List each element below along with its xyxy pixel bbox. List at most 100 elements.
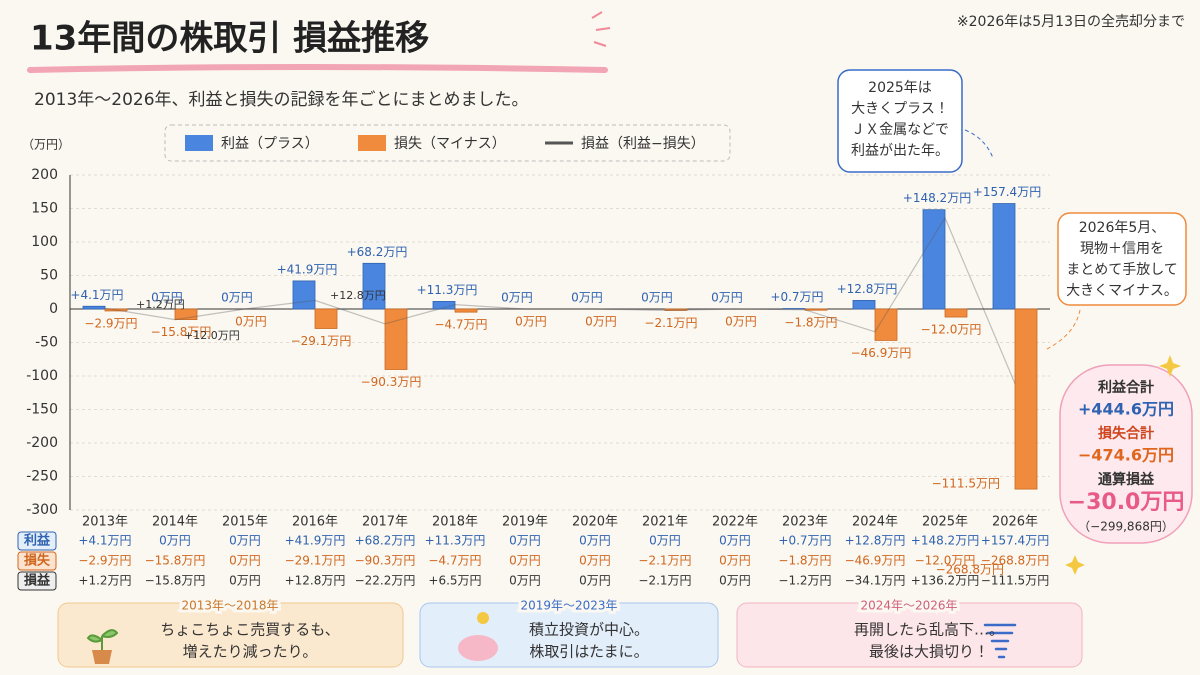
- bar: [804, 308, 828, 311]
- value-label: 0万円: [711, 291, 743, 305]
- y-tick-label: 0: [49, 301, 58, 317]
- value-label: −29.1万円: [291, 334, 352, 348]
- table-cell: −15.8万円: [145, 554, 206, 568]
- subtitle: 2013年～2026年、利益と損失の記録を年ごとにまとめました。: [34, 90, 529, 110]
- bar: [314, 308, 338, 329]
- value-label: 0万円: [221, 291, 253, 305]
- callout-text: 2025年は: [868, 80, 932, 96]
- table-cell: +1.2万円: [78, 574, 131, 588]
- note: ※2026年は5月13日の全売却分まで: [957, 14, 1185, 30]
- y-tick-label: -200: [26, 435, 58, 451]
- y-tick-label: 100: [31, 234, 58, 250]
- x-tick-label: 2017年: [362, 515, 408, 530]
- annotation: +12.0万円: [184, 329, 240, 342]
- value-label: +41.9万円: [277, 262, 338, 276]
- bar: [992, 203, 1016, 310]
- bar: [384, 308, 408, 370]
- legend-label: 損失（マイナス）: [394, 136, 506, 152]
- callout-text: ＪＸ金属などで: [851, 122, 949, 138]
- value-label: 0万円: [235, 315, 267, 329]
- callout-arrow: [1044, 309, 1081, 351]
- value-label: −268.8万円: [936, 563, 1004, 577]
- piggy-icon: [458, 612, 498, 661]
- y-tick-label: -150: [26, 402, 58, 418]
- title: 13年間の株取引 損益推移: [30, 19, 429, 59]
- value-label: 0万円: [515, 315, 547, 329]
- table-cell: −29.1万円: [285, 554, 346, 568]
- table-cell: +157.4万円: [981, 534, 1049, 548]
- value-label: 0万円: [571, 291, 603, 305]
- bar: [1014, 308, 1038, 490]
- summary-text: 利益合計: [1098, 379, 1154, 396]
- callout-text: 現物＋信用を: [1080, 241, 1164, 257]
- title-underline: [27, 64, 608, 73]
- table-row-tag: [17, 551, 57, 571]
- y-tick-label: 150: [31, 201, 58, 217]
- x-tick-label: 2013年: [82, 515, 128, 530]
- table-cell: +12.8万円: [285, 574, 346, 588]
- callout-text: 2026年5月、: [1079, 220, 1166, 236]
- summary-text: +444.6万円: [1078, 400, 1174, 419]
- table-cell: −1.8万円: [778, 554, 831, 568]
- bar: [874, 308, 898, 341]
- summary-text: （−299,868円）: [1078, 520, 1174, 534]
- panel-period: 2013年～2018年: [181, 599, 278, 613]
- bar: [944, 308, 968, 318]
- bar: [104, 308, 128, 312]
- bar: [362, 262, 386, 310]
- panel-box: [57, 602, 404, 668]
- x-tick-label: 2015年: [222, 515, 268, 530]
- table-row-label: 損失: [24, 553, 51, 569]
- bar: [82, 305, 106, 310]
- value-label: +0.7万円: [770, 290, 823, 304]
- table-row-label: 利益: [24, 533, 51, 549]
- table-cell: 0万円: [509, 534, 541, 548]
- table-cell: +148.2万円: [911, 534, 979, 548]
- table-cell: −1.2万円: [778, 574, 831, 588]
- value-label: +68.2万円: [347, 245, 408, 259]
- net-line: [104, 216, 1016, 384]
- table-cell: +136.2万円: [911, 574, 979, 588]
- table-cell: −22.2万円: [355, 574, 416, 588]
- table-cell: 0万円: [719, 534, 751, 548]
- callout-text: 大きくプラス！: [851, 101, 949, 117]
- table-cell: +41.9万円: [285, 534, 346, 548]
- x-tick-label: 2024年: [852, 515, 898, 530]
- bar: [292, 280, 316, 310]
- value-label: +11.3万円: [417, 283, 478, 297]
- tornado-icon: [983, 623, 1017, 659]
- x-tick-label: 2025年: [922, 515, 968, 530]
- value-label: 0万円: [641, 291, 673, 305]
- x-tick-label: 2021年: [642, 515, 688, 530]
- bar: [174, 308, 198, 320]
- legend-swatch: [358, 135, 386, 151]
- table-cell: −2.1万円: [638, 574, 691, 588]
- table-cell: −90.3万円: [355, 554, 416, 568]
- table-cell: 0万円: [579, 534, 611, 548]
- x-tick-label: 2023年: [782, 515, 828, 530]
- value-label: +157.4万円: [973, 185, 1041, 199]
- table-cell: −2.1万円: [638, 554, 691, 568]
- summary-text: −474.6万円: [1078, 446, 1174, 465]
- table-cell: −15.8万円: [145, 574, 206, 588]
- x-tick-label: 2020年: [572, 515, 618, 530]
- table-row-label: 損益: [24, 573, 51, 589]
- y-axis-label: （万円）: [22, 138, 70, 152]
- annotation: +1.2万円: [136, 298, 185, 311]
- value-label: −46.9万円: [851, 346, 912, 360]
- callout-box: [1057, 212, 1187, 306]
- panel-box: [736, 602, 1083, 668]
- table-row-tag: [17, 531, 57, 551]
- value-label: 0万円: [725, 315, 757, 329]
- bar: [664, 308, 688, 311]
- value-label: −1.8万円: [784, 316, 837, 330]
- legend-label: 利益（プラス）: [221, 136, 319, 152]
- table-cell: 0万円: [509, 554, 541, 568]
- table-cell: +68.2万円: [355, 534, 416, 548]
- legend-swatch: [185, 135, 213, 151]
- callout-text: 利益が出た年。: [851, 143, 949, 159]
- bar: [922, 209, 946, 310]
- bar: [852, 300, 876, 310]
- plant-icon: [86, 629, 119, 664]
